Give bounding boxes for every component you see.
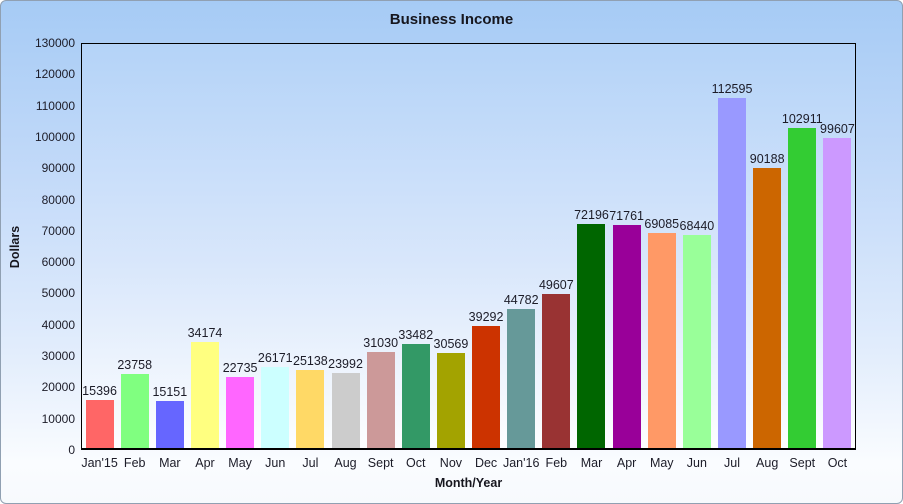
bar	[542, 293, 571, 448]
bar	[612, 225, 641, 448]
y-tick-label: 110000	[35, 98, 75, 113]
bar	[331, 373, 360, 448]
x-tick-label: Oct	[406, 456, 426, 470]
bar	[647, 233, 676, 448]
y-tick-label: 80000	[41, 192, 75, 207]
y-tick-label: 0	[68, 443, 75, 457]
bar-value-label: 102911	[781, 112, 823, 127]
bar-value-label: 90188	[749, 151, 785, 166]
y-tick-label: 50000	[41, 286, 75, 301]
x-tick-label: Apr	[195, 456, 215, 470]
bar-value-label: 39292	[468, 309, 504, 324]
x-tick-label: Dec	[474, 456, 498, 470]
y-tick-label: 40000	[41, 317, 75, 332]
plot-area: 15396 23758 15151 34174 22735 26171 25138 23992…	[81, 43, 856, 450]
y-tick-label: 120000	[34, 67, 75, 82]
x-tick-label: Jan'15	[81, 456, 118, 470]
chart-title: Business Income	[389, 11, 514, 28]
x-tick-label: Feb	[123, 456, 146, 470]
bar	[226, 377, 255, 448]
x-tick-label: Aug	[334, 456, 357, 470]
bar-value-label: 99607	[820, 122, 855, 137]
x-tick-label: Jul	[724, 456, 741, 470]
bar-value-label: 31030	[363, 335, 399, 350]
y-tick-label: 60000	[41, 255, 75, 270]
x-tick-label: May	[649, 456, 674, 470]
bar	[120, 374, 149, 448]
x-tick-label: May	[228, 456, 252, 470]
y-tick-label: 130000	[34, 36, 75, 50]
bar	[155, 400, 184, 448]
x-tick-label: Aug	[756, 456, 779, 470]
x-tick-label: Jan'16	[502, 456, 540, 470]
bar	[472, 325, 501, 448]
x-tick-label: Jun	[686, 456, 707, 470]
bar	[436, 353, 465, 448]
x-tick-label: Oct	[827, 456, 848, 470]
x-tick-label: Apr	[616, 456, 637, 470]
bar-value-label: 72196	[574, 207, 609, 222]
bar	[682, 235, 711, 448]
bar-value-label: 34174	[187, 325, 223, 340]
bar-value-label: 68440	[679, 219, 715, 234]
bar	[366, 351, 395, 448]
y-tick-label: 20000	[41, 380, 75, 395]
bar	[718, 98, 747, 448]
bar-value-label: 25138	[292, 353, 328, 368]
bar-value-label: 23992	[328, 357, 363, 372]
x-tick-label: Sept	[789, 456, 816, 470]
y-tick-label: 10000	[41, 411, 75, 426]
x-tick-label: Nov	[439, 456, 463, 470]
bar-value-label: 112595	[711, 82, 753, 97]
x-tick-label: Sept	[367, 456, 394, 470]
bar-value-label: 44782	[503, 292, 539, 307]
bar-value-label: 71761	[609, 209, 644, 223]
bar-value-label: 26171	[257, 350, 293, 365]
bar	[753, 167, 782, 448]
bar-value-label: 23758	[117, 358, 153, 373]
bar	[507, 308, 536, 448]
bar	[85, 400, 114, 448]
x-tick-label: Jul	[302, 456, 319, 470]
bar-value-label: 49607	[538, 277, 574, 292]
bar	[190, 341, 219, 448]
bar	[577, 223, 606, 448]
y-tick-label: 90000	[41, 161, 75, 176]
x-axis-title: Month/Year	[434, 476, 503, 490]
x-tick-label: Mar	[159, 456, 181, 470]
bar	[788, 128, 817, 448]
bar-value-label: 15151	[152, 384, 188, 399]
bar	[296, 369, 325, 448]
bar-value-label: 30569	[433, 337, 469, 352]
bar-value-label: 69085	[644, 217, 680, 232]
bar-value-label: 15396	[82, 384, 117, 399]
bar	[823, 138, 852, 448]
y-tick-label: 30000	[41, 349, 75, 364]
bar-value-label: 33482	[398, 327, 434, 342]
x-tick-label: Mar	[580, 456, 603, 470]
y-tick-label: 70000	[41, 223, 75, 238]
y-tick-label: 100000	[34, 129, 75, 144]
x-tick-label: Feb	[545, 456, 568, 470]
bar	[261, 366, 290, 448]
x-tick-label: Jun	[265, 456, 286, 470]
bar	[401, 343, 430, 448]
bar-value-label: 22735	[222, 361, 258, 376]
